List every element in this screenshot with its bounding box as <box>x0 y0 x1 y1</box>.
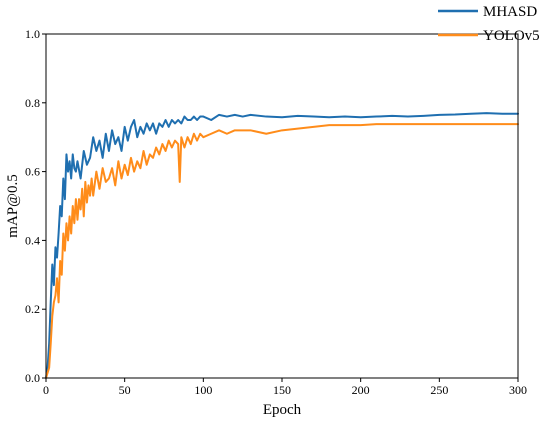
y-tick-label: 0.2 <box>25 302 40 316</box>
x-tick-label: 50 <box>119 383 131 397</box>
y-axis-ticks: 0.0 0.2 0.4 0.6 0.8 1.0 <box>25 27 46 385</box>
y-tick-label: 0.0 <box>25 371 40 385</box>
y-tick-label: 0.4 <box>25 233 40 247</box>
y-tick-label: 1.0 <box>25 27 40 41</box>
x-tick-label: 0 <box>43 383 49 397</box>
x-tick-label: 150 <box>273 383 291 397</box>
x-tick-label: 200 <box>352 383 370 397</box>
y-axis-label: mAP@0.5 <box>5 174 21 237</box>
series-line-yolov5 <box>45 123 519 379</box>
y-tick-label: 0.8 <box>25 96 40 110</box>
y-tick-label: 0.6 <box>25 165 40 179</box>
series-layer <box>45 112 519 379</box>
x-tick-label: 300 <box>509 383 527 397</box>
x-axis-ticks: 0 50 100 150 200 250 300 <box>43 378 527 397</box>
x-tick-label: 250 <box>430 383 448 397</box>
legend: MHASD YOLOv5 <box>438 4 540 44</box>
series-line-mhasd <box>45 112 519 379</box>
x-tick-label: 100 <box>194 383 212 397</box>
legend-label-yolov5: YOLOv5 <box>483 28 540 44</box>
legend-label-mhasd: MHASD <box>483 4 537 20</box>
axes-layer <box>45 33 519 379</box>
plot-frame <box>45 33 519 379</box>
x-axis-label: Epoch <box>263 402 302 418</box>
